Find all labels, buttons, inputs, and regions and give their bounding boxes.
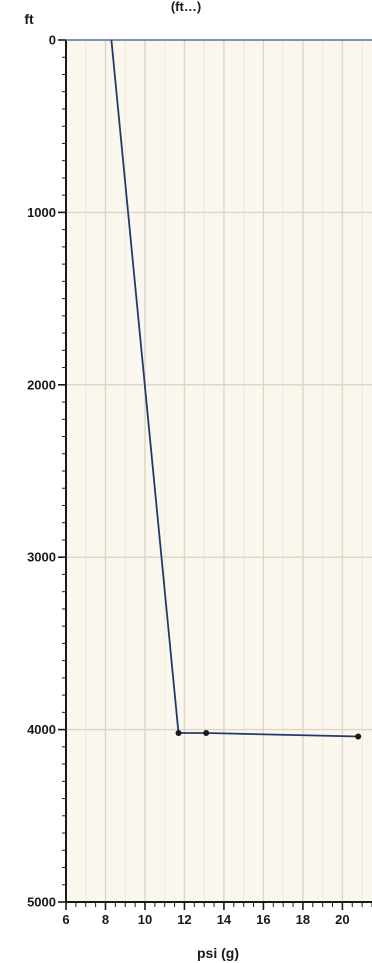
x-tick-label: 8 — [102, 912, 109, 927]
series — [110, 39, 362, 740]
data-point — [175, 730, 182, 737]
x-axis-label: psi (g) — [197, 945, 239, 961]
y-tick-label: 3000 — [27, 550, 56, 565]
x-tick-label: 20 — [335, 912, 349, 927]
header-fragment: (ft…) — [171, 0, 201, 14]
y-axis-label: ft — [24, 11, 34, 27]
y-tick-label: 2000 — [27, 377, 56, 392]
x-tick-label: 14 — [217, 912, 232, 927]
data-point — [203, 730, 210, 737]
x-tick-label: 6 — [62, 912, 69, 927]
plot-background — [66, 40, 372, 902]
series-line — [110, 39, 359, 738]
y-tick-label: 5000 — [27, 895, 56, 910]
data-point — [355, 733, 362, 740]
ticks: 0 1000 2000 3000 4000 5000 6 8 10 12 14 16 18 20 — [27, 33, 372, 927]
y-tick-label: 1000 — [27, 205, 56, 220]
x-tick-label: 16 — [256, 912, 270, 927]
x-tick-label: 12 — [177, 912, 191, 927]
y-tick-label: 0 — [49, 33, 56, 48]
grid — [66, 40, 372, 902]
x-tick-label: 18 — [296, 912, 310, 927]
y-tick-label: 4000 — [27, 722, 56, 737]
x-tick-label: 10 — [138, 912, 152, 927]
